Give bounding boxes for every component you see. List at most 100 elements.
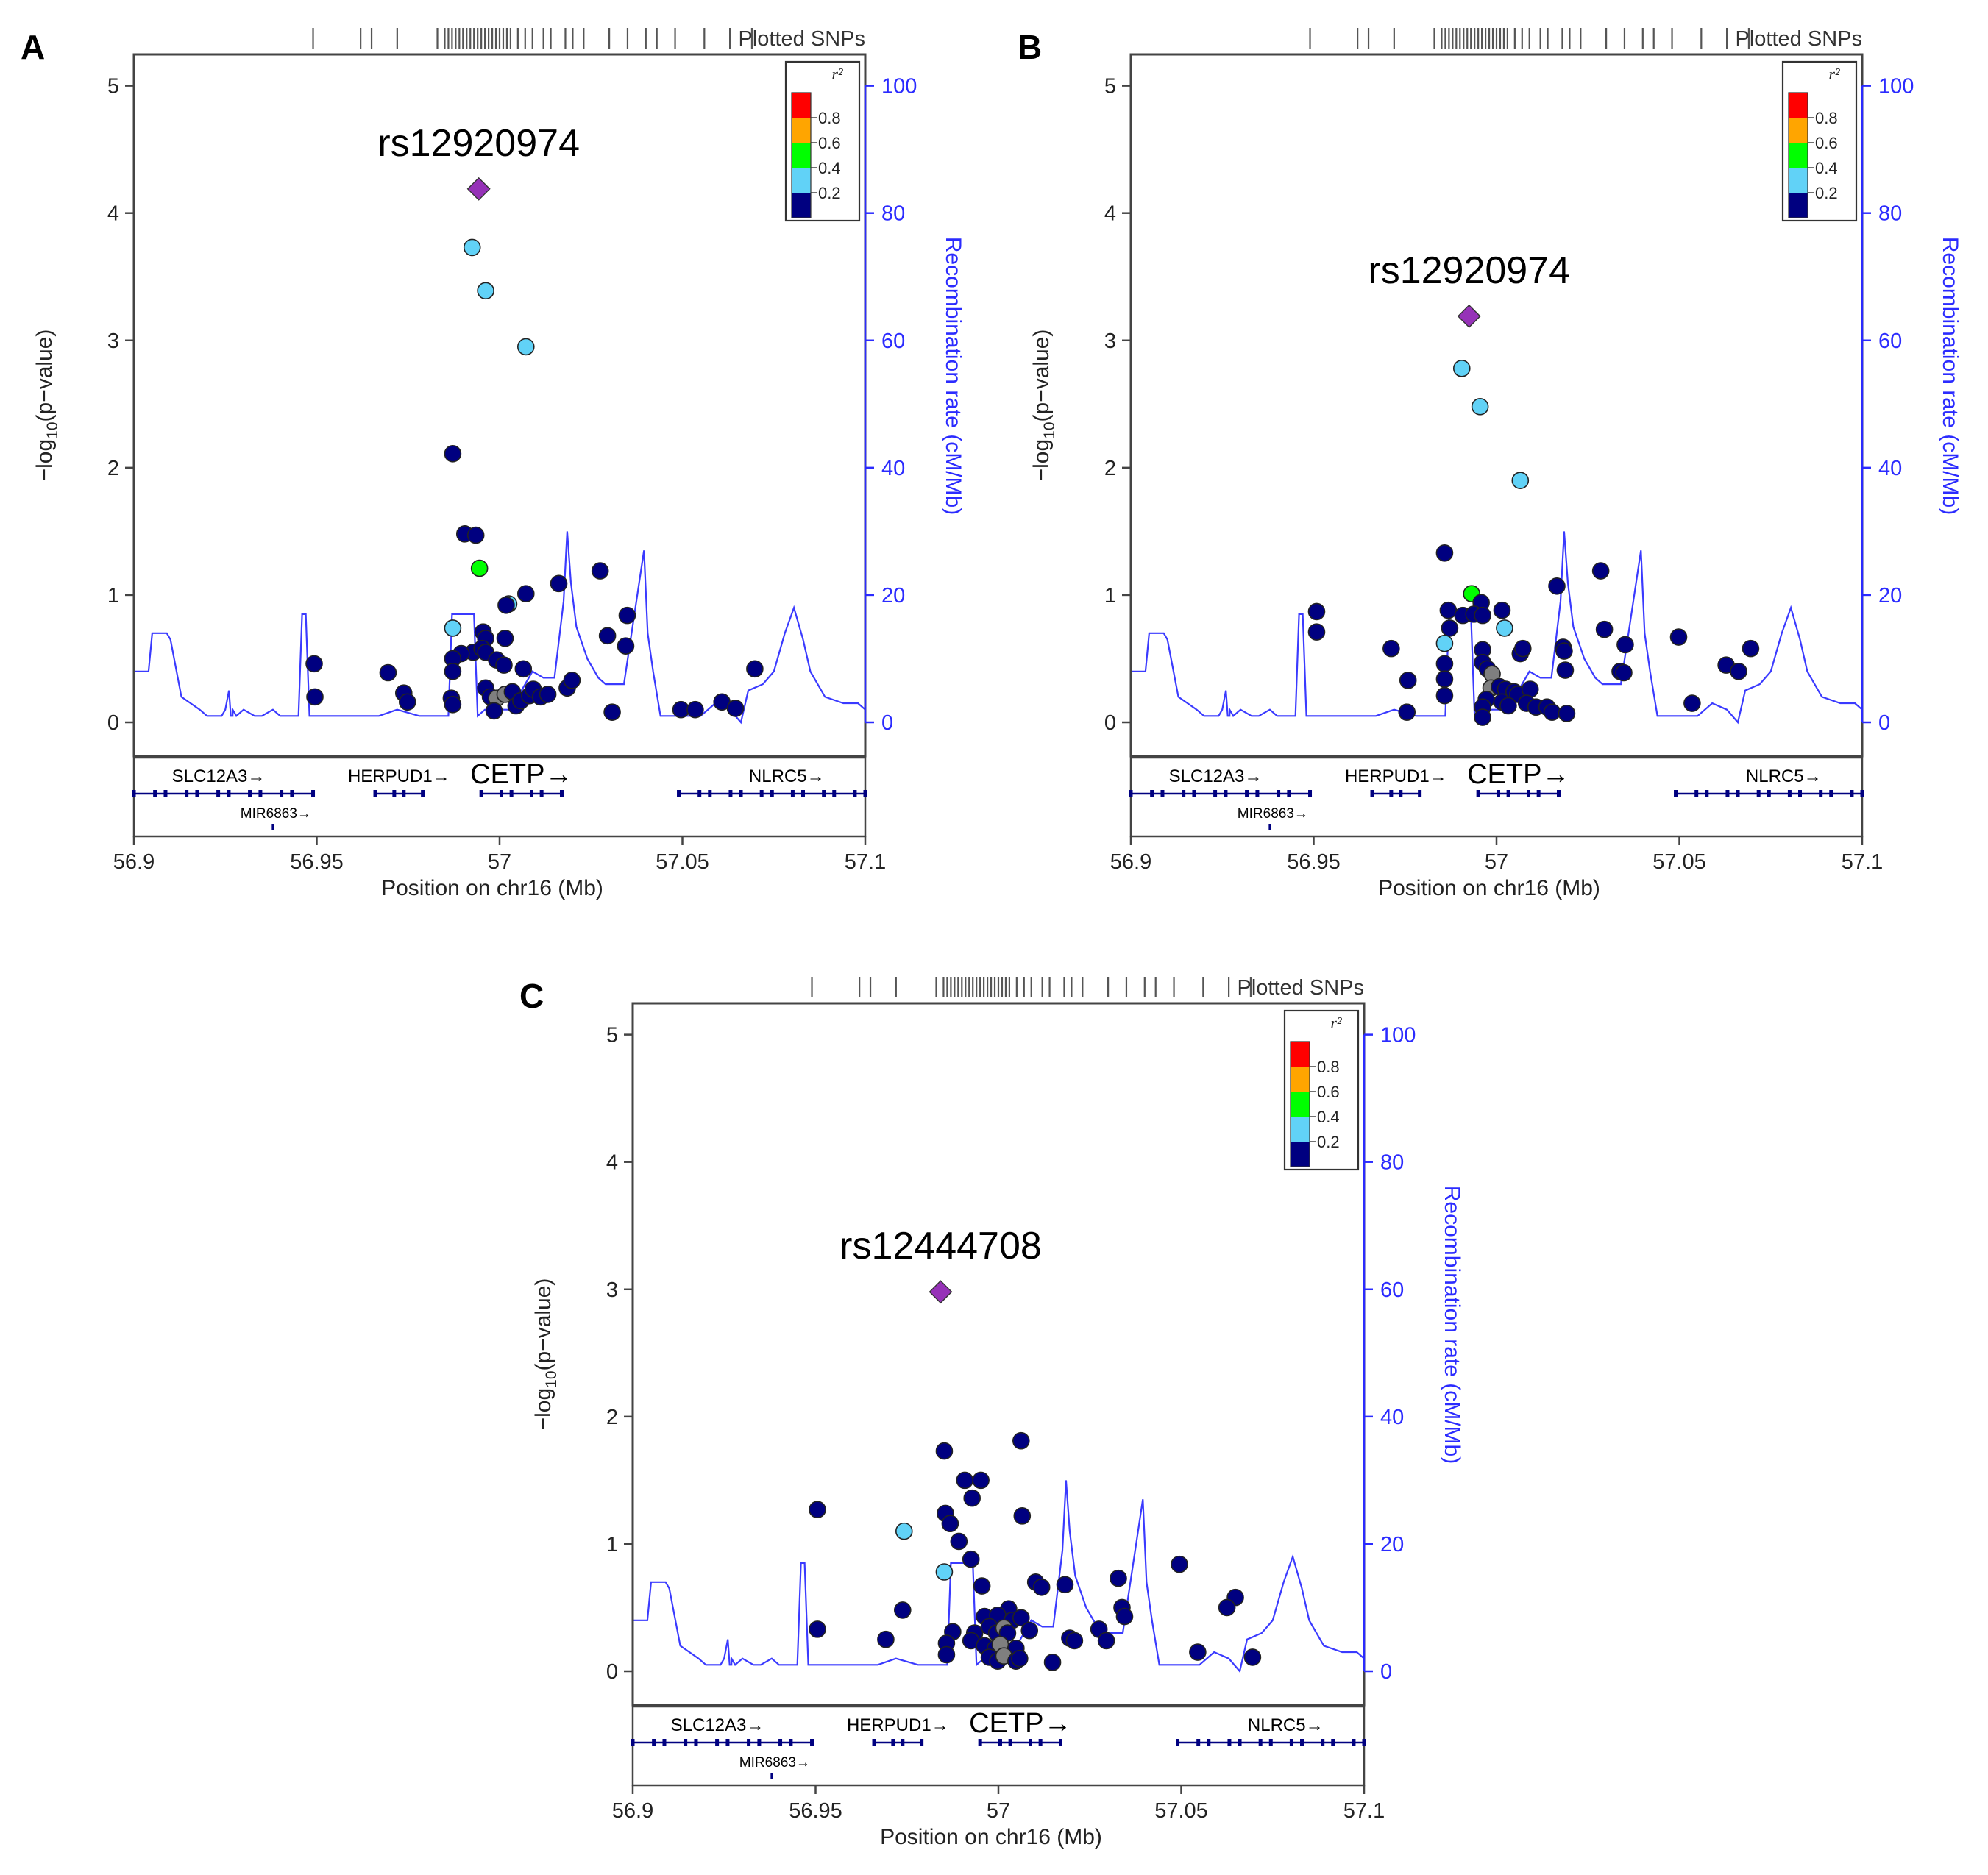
snp-point: [937, 1645, 956, 1664]
gene-exon: [757, 1739, 762, 1746]
panel-letter: B: [1018, 28, 1042, 66]
y-tick-label: 3: [1104, 330, 1116, 353]
gene-label: NLRC5→: [1248, 1715, 1324, 1735]
snp-point: [1435, 670, 1454, 688]
x-tick-label: 56.95: [290, 850, 344, 874]
gene-exon: [778, 1739, 783, 1746]
gene-exon: [1224, 790, 1228, 797]
y-tick-label: 2: [606, 1406, 618, 1429]
gene-exon: [1556, 790, 1561, 797]
snp-point: [539, 686, 557, 703]
lead-snp-label: rs12920974: [377, 122, 580, 165]
gene-label: SLC12A3→: [172, 766, 266, 786]
gene-exon: [1227, 1739, 1232, 1746]
gene-exon: [789, 1739, 793, 1746]
legend-swatch: [792, 143, 811, 168]
gene-exon: [539, 790, 544, 797]
gene-label: SLC12A3→: [1169, 766, 1263, 786]
snp-point: [550, 574, 568, 593]
gene-label: HERPUD1→: [348, 766, 450, 786]
gene-exon: [697, 790, 702, 797]
snp-point: [477, 282, 494, 300]
gene-exon: [132, 790, 136, 797]
gene-track: SLC12A3→ HERPUD1→ CETP→ NLRC5→ MIR6863→: [1129, 756, 1864, 838]
gene-exon: [1860, 790, 1864, 797]
legend-break-label: 0.8: [818, 109, 841, 127]
y2-tick-label: 60: [1878, 330, 1902, 353]
x-tick-label: 57: [1485, 850, 1508, 874]
gene-exon: [248, 790, 252, 797]
legend-break-label: 0.8: [1815, 109, 1838, 127]
x-tick-label: 57: [987, 1799, 1010, 1823]
snp-point: [1011, 1649, 1029, 1668]
recombination-line: [1131, 531, 1863, 725]
snp-point: [686, 700, 704, 719]
snp-point: [1065, 1632, 1084, 1650]
gene-exon: [509, 790, 514, 797]
gene-exon: [1352, 1739, 1356, 1746]
r2-legend: r² 0.8 0.6 0.4 0.2: [784, 60, 861, 222]
gene-track: SLC12A3→ HERPUD1→ CETP→ NLRC5→ MIR6863→: [631, 1705, 1366, 1787]
gene-exon: [499, 790, 503, 797]
y2-tick-label: 20: [1878, 584, 1902, 608]
snp-point: [379, 663, 397, 682]
snp-track: [1309, 28, 1750, 49]
gene-label: CETP→: [1467, 759, 1569, 790]
snp-point: [935, 1442, 954, 1460]
gene-exon: [1289, 1739, 1293, 1746]
gene-label: CETP→: [969, 1708, 1071, 1739]
y2-tick-label: 40: [1878, 457, 1902, 480]
legend-break-label: 0.4: [818, 159, 841, 177]
gene-exon: [1129, 790, 1133, 797]
snp-point: [746, 660, 764, 678]
snp-point: [1595, 620, 1614, 638]
snp-point: [809, 1620, 826, 1638]
gene-label: NLRC5→: [749, 766, 825, 786]
snp-point: [470, 559, 489, 577]
x-axis-label: Position on chr16 (Mb): [381, 876, 603, 900]
gene-label: HERPUD1→: [847, 1715, 949, 1735]
gene-exon: [728, 790, 733, 797]
snp-point: [1399, 672, 1417, 689]
gene-exon: [1058, 1739, 1062, 1746]
gene-exon: [195, 790, 199, 797]
snp-point: [444, 695, 462, 714]
gene-exon: [1399, 790, 1403, 797]
snp-point: [1307, 602, 1326, 621]
gene-exon: [1038, 1739, 1043, 1746]
gene-exon: [1207, 1739, 1211, 1746]
snp-point: [973, 1577, 991, 1595]
snp-point: [1496, 619, 1513, 637]
snp-point: [1115, 1607, 1134, 1626]
gene-exon: [1182, 790, 1186, 797]
y-tick-label: 5: [107, 75, 119, 99]
y2-axis-label: Recombination rate (cM/Mb): [1938, 237, 1962, 515]
snp-point: [496, 629, 514, 647]
x-tick-label: 57: [488, 850, 511, 874]
snp-point: [1474, 708, 1491, 726]
snp-point: [1543, 703, 1561, 721]
y-tick-label: 1: [1104, 584, 1116, 608]
legend-swatch: [1291, 1117, 1310, 1142]
snp-point: [962, 1550, 980, 1568]
y2-axis-label: Recombination rate (cM/Mb): [1440, 1186, 1464, 1464]
legend-swatch: [792, 168, 811, 193]
snp-track-label: Plotted SNPs: [1736, 27, 1862, 51]
legend-swatch: [1291, 1042, 1310, 1067]
gene-exon: [1258, 1739, 1263, 1746]
gene-exon: [1496, 790, 1500, 797]
gene-exon: [1245, 790, 1249, 797]
snp-point: [1493, 601, 1511, 619]
snp-point: [1556, 661, 1575, 679]
gene-exon: [402, 790, 406, 797]
snp-point: [1056, 1576, 1074, 1594]
gene-exon: [163, 790, 168, 797]
gene-exon: [694, 1739, 698, 1746]
gene-exon: [1287, 790, 1291, 797]
snp-point: [895, 1522, 913, 1540]
y2-tick-label: 0: [1878, 711, 1890, 735]
legend-swatch: [1789, 168, 1808, 193]
snp-point: [1435, 634, 1454, 652]
snp-point: [963, 1489, 981, 1507]
